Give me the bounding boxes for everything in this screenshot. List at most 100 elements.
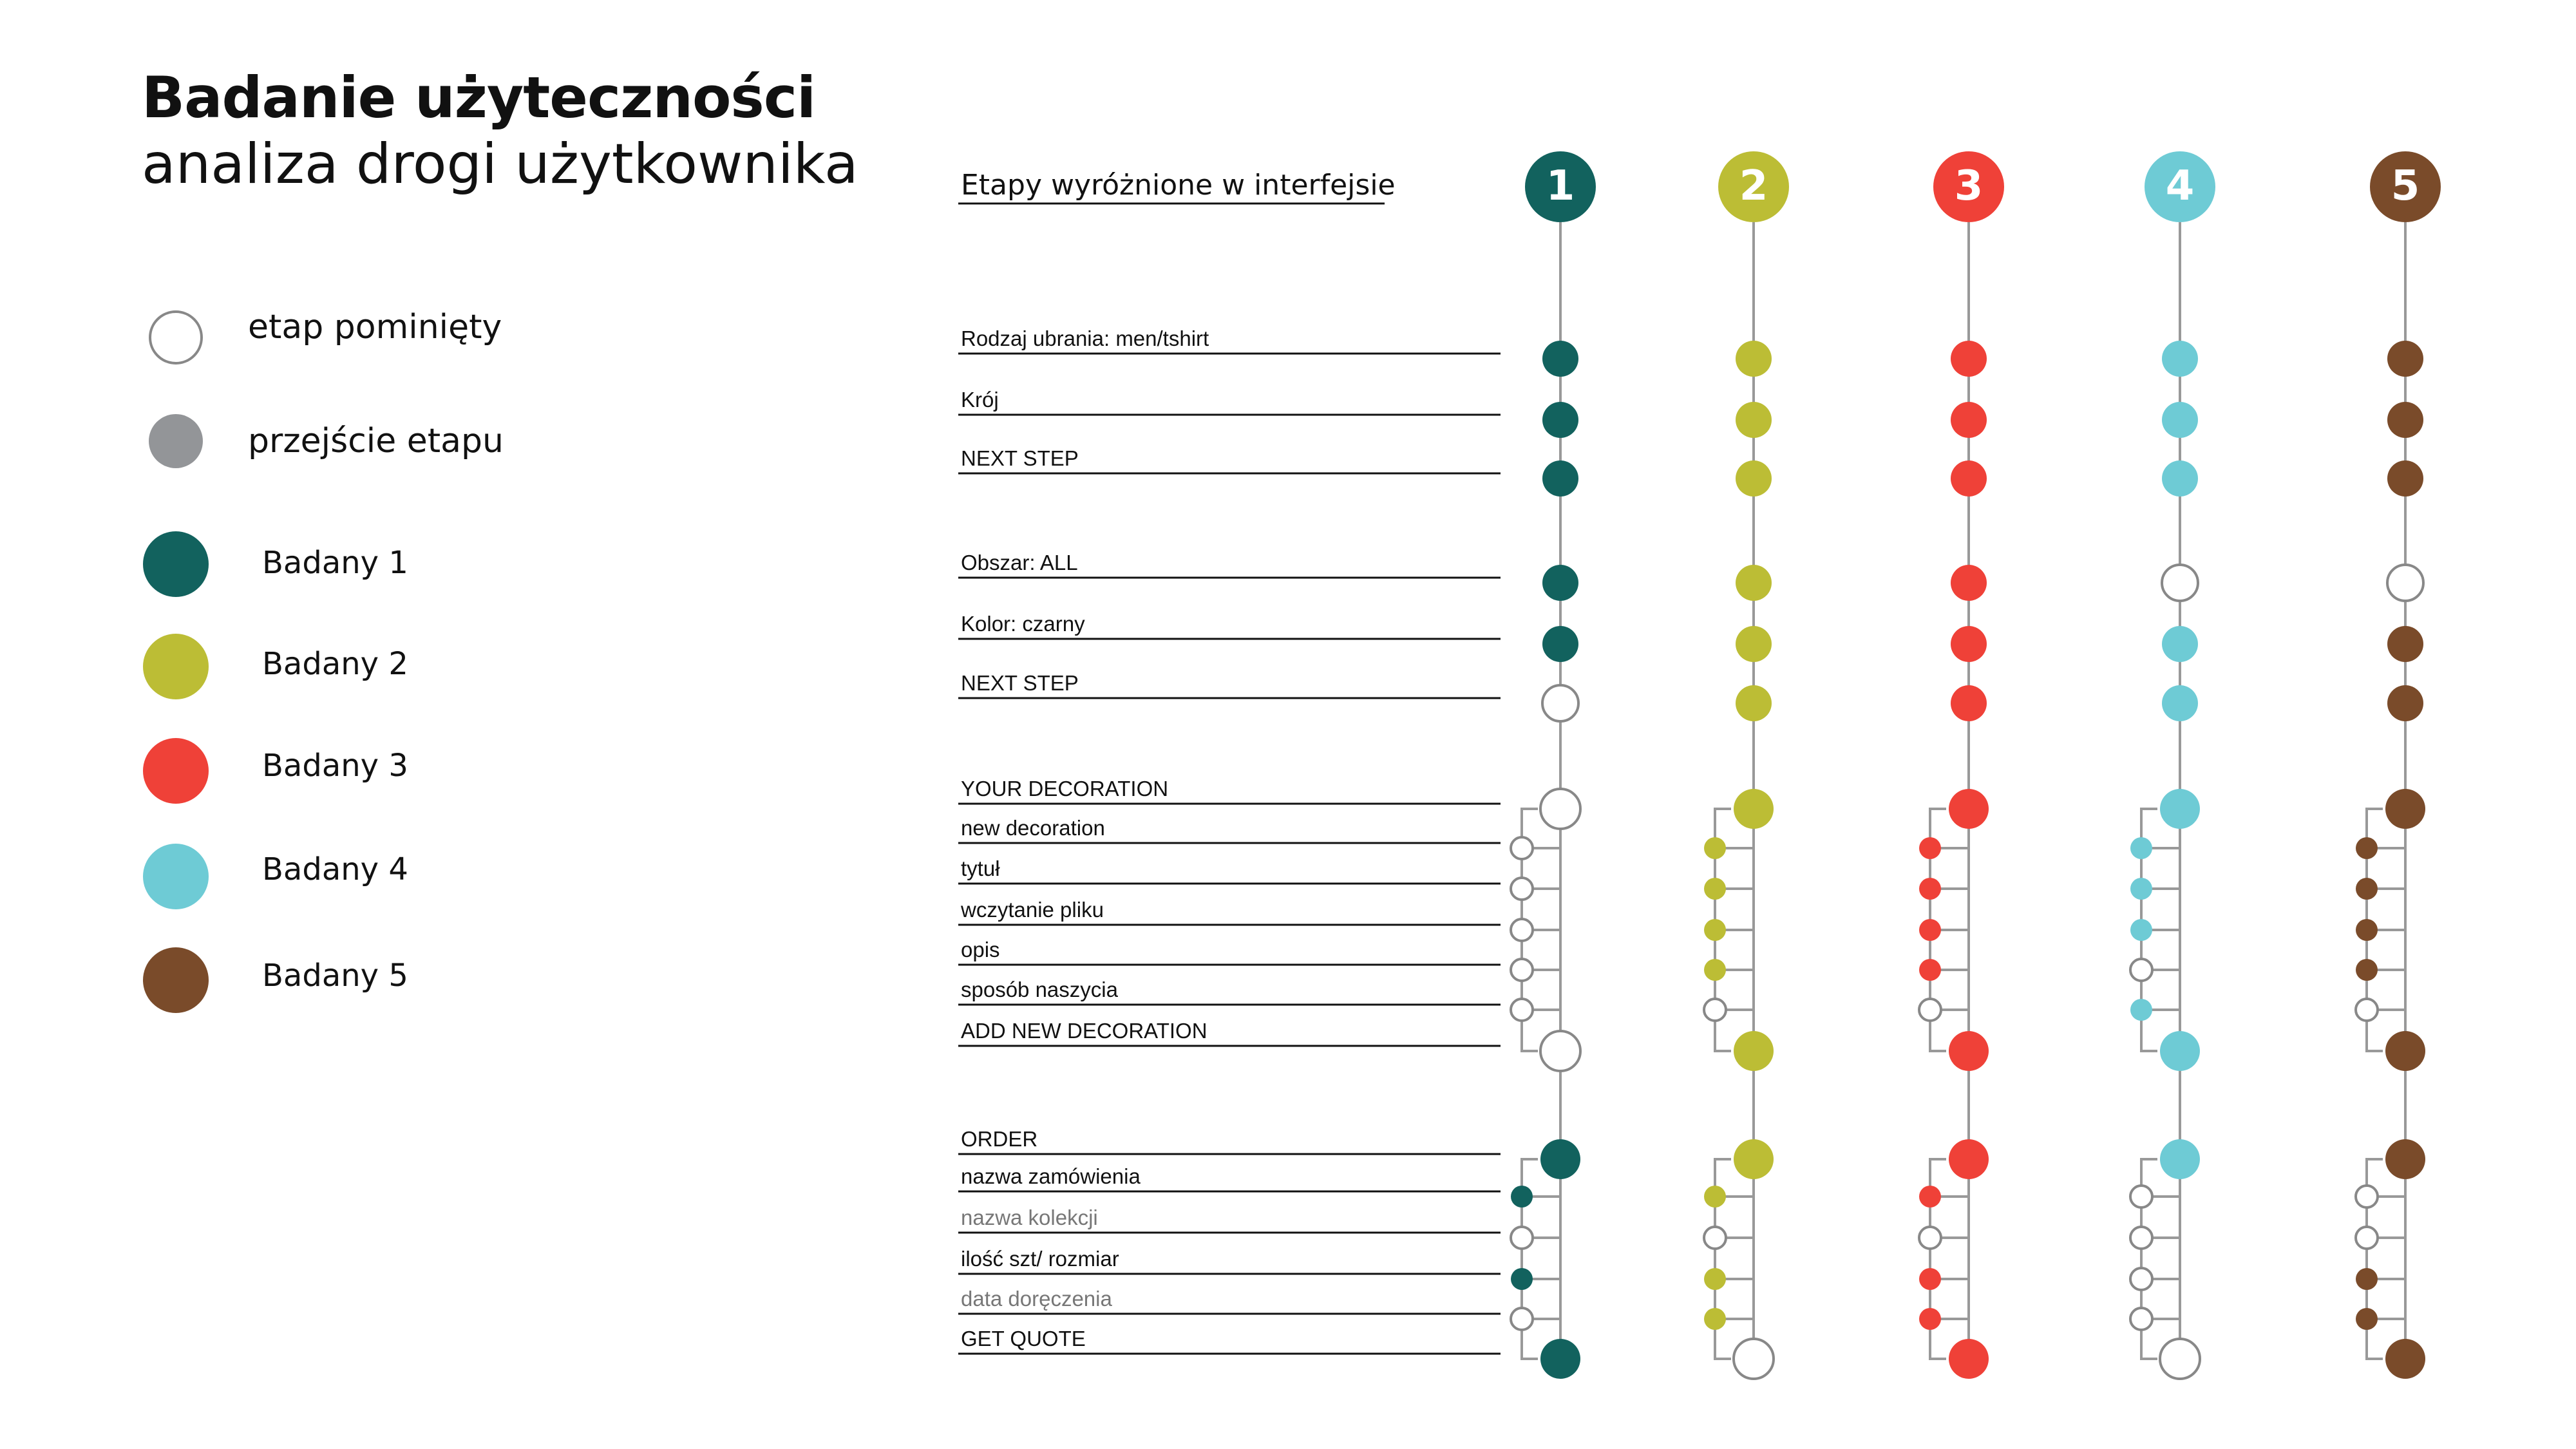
stage-skipped-marker bbox=[2161, 564, 2199, 602]
stage-label: data doręczenia bbox=[961, 1287, 1112, 1311]
participant-2-header-circle bbox=[1718, 151, 1789, 222]
legend-participant-1-icon bbox=[143, 531, 209, 597]
stage-label: Krój bbox=[961, 388, 999, 412]
participant-3-header-circle bbox=[1933, 151, 2004, 222]
stage-passed-marker bbox=[1736, 626, 1772, 662]
stage-passed-marker bbox=[1540, 1339, 1580, 1379]
stage-passed-marker bbox=[1734, 1139, 1774, 1179]
stage-skipped-marker bbox=[2159, 1338, 2201, 1380]
stage-passed-marker bbox=[2387, 685, 2423, 721]
stage-passed-marker bbox=[1511, 1186, 1533, 1208]
stage-label: nazwa kolekcji bbox=[961, 1206, 1098, 1229]
participant-5-number: 5 bbox=[2391, 162, 2420, 210]
stage-skipped-marker bbox=[2129, 958, 2154, 982]
participant-3-number: 3 bbox=[1955, 162, 1984, 210]
stage-passed-marker bbox=[1704, 1268, 1726, 1290]
stage-passed-marker bbox=[1736, 341, 1772, 377]
stage-label: NEXT STEP bbox=[961, 671, 1079, 695]
stage-passed-marker bbox=[2387, 626, 2423, 662]
stage-passed-marker bbox=[1919, 919, 1941, 941]
stage-passed-marker bbox=[1704, 837, 1726, 859]
stage-label: ADD NEW DECORATION bbox=[961, 1019, 1208, 1043]
participant-2-number: 2 bbox=[1739, 162, 1768, 210]
stage-passed-marker bbox=[2130, 999, 2152, 1021]
stage-skipped-marker bbox=[1510, 1226, 1534, 1250]
stage-skipped-marker bbox=[2354, 1184, 2379, 1209]
participant-4-number: 4 bbox=[2166, 162, 2195, 210]
stage-passed-marker bbox=[1542, 460, 1578, 497]
stage-passed-marker bbox=[2356, 959, 2378, 981]
stage-label: ORDER bbox=[961, 1127, 1038, 1151]
stage-skipped-marker bbox=[2129, 1307, 2154, 1331]
stage-header: Etapy wyróżnione w interfejsie bbox=[961, 169, 1396, 202]
stage-passed-marker bbox=[2387, 460, 2423, 497]
legend-skipped-icon bbox=[149, 310, 203, 365]
stage-passed-marker bbox=[2387, 402, 2423, 438]
stage-passed-marker bbox=[2387, 341, 2423, 377]
stage-passed-marker bbox=[2385, 789, 2425, 829]
stage-passed-marker bbox=[1736, 565, 1772, 601]
stage-passed-marker bbox=[2160, 1031, 2200, 1071]
stage-skipped-marker bbox=[2354, 1226, 2379, 1250]
stage-passed-marker bbox=[1949, 789, 1989, 829]
stage-skipped-marker bbox=[1510, 1307, 1534, 1331]
stage-passed-marker bbox=[1540, 1139, 1580, 1179]
stage-label: NEXT STEP bbox=[961, 446, 1079, 470]
stage-passed-marker bbox=[2130, 878, 2152, 900]
stage-label: wczytanie pliku bbox=[961, 898, 1104, 922]
stage-skipped-marker bbox=[2129, 1226, 2154, 1250]
stage-passed-marker bbox=[2162, 460, 2198, 497]
stage-passed-marker bbox=[2356, 1268, 2378, 1290]
stage-passed-marker bbox=[2130, 837, 2152, 859]
stage-label: Obszar: ALL bbox=[961, 551, 1078, 574]
page-title: Badanie użyteczności bbox=[142, 64, 816, 131]
participant-1-number: 1 bbox=[1546, 162, 1575, 210]
stage-passed-marker bbox=[1951, 565, 1987, 601]
stage-label: YOUR DECORATION bbox=[961, 777, 1169, 800]
stage-passed-marker bbox=[1919, 959, 1941, 981]
stage-skipped-marker bbox=[1918, 1226, 1942, 1250]
stage-skipped-marker bbox=[1703, 998, 1727, 1022]
stage-skipped-marker bbox=[2129, 1184, 2154, 1209]
stage-label: nazwa zamówienia bbox=[961, 1164, 1141, 1188]
stage-passed-marker bbox=[1704, 1308, 1726, 1330]
stage-passed-marker bbox=[1704, 878, 1726, 900]
legend-participant-3-label: Badany 3 bbox=[262, 748, 408, 784]
legend-participant-3-icon bbox=[143, 738, 209, 804]
sub-branch bbox=[1714, 1158, 1731, 1360]
stage-label: Kolor: czarny bbox=[961, 612, 1085, 636]
stage-passed-marker bbox=[1951, 402, 1987, 438]
stage-passed-marker bbox=[2162, 685, 2198, 721]
stage-passed-marker bbox=[1542, 565, 1578, 601]
stage-passed-marker bbox=[1951, 626, 1987, 662]
stage-passed-marker bbox=[2160, 1139, 2200, 1179]
stage-skipped-marker bbox=[1541, 684, 1580, 723]
stage-passed-marker bbox=[1949, 1139, 1989, 1179]
stage-passed-marker bbox=[1734, 1031, 1774, 1071]
stage-skipped-marker bbox=[1539, 1030, 1582, 1072]
stage-label: tytuł bbox=[961, 857, 1000, 880]
stage-passed-marker bbox=[2162, 341, 2198, 377]
stage-passed-marker bbox=[1734, 789, 1774, 829]
stage-passed-marker bbox=[2356, 878, 2378, 900]
stage-skipped-marker bbox=[1510, 998, 1534, 1022]
stage-passed-marker bbox=[2385, 1339, 2425, 1379]
stage-skipped-marker bbox=[2354, 998, 2379, 1022]
stage-passed-marker bbox=[2356, 837, 2378, 859]
legend-skipped-label: etap pominięty bbox=[248, 308, 502, 346]
stage-passed-marker bbox=[1542, 626, 1578, 662]
stage-passed-marker bbox=[2356, 1308, 2378, 1330]
stage-skipped-marker bbox=[2129, 1267, 2154, 1291]
stage-skipped-marker bbox=[1510, 876, 1534, 901]
stage-skipped-marker bbox=[1510, 836, 1534, 860]
stage-skipped-marker bbox=[1539, 788, 1582, 830]
stage-passed-marker bbox=[1951, 460, 1987, 497]
stage-skipped-marker bbox=[1732, 1338, 1775, 1380]
stage-passed-marker bbox=[1951, 341, 1987, 377]
stage-skipped-marker bbox=[1918, 998, 1942, 1022]
stage-passed-marker bbox=[1919, 1268, 1941, 1290]
stage-passed-marker bbox=[2160, 789, 2200, 829]
stage-label: Rodzaj ubrania: men/tshirt bbox=[961, 327, 1209, 350]
legend-participant-2-icon bbox=[143, 634, 209, 699]
stage-passed-marker bbox=[1919, 878, 1941, 900]
